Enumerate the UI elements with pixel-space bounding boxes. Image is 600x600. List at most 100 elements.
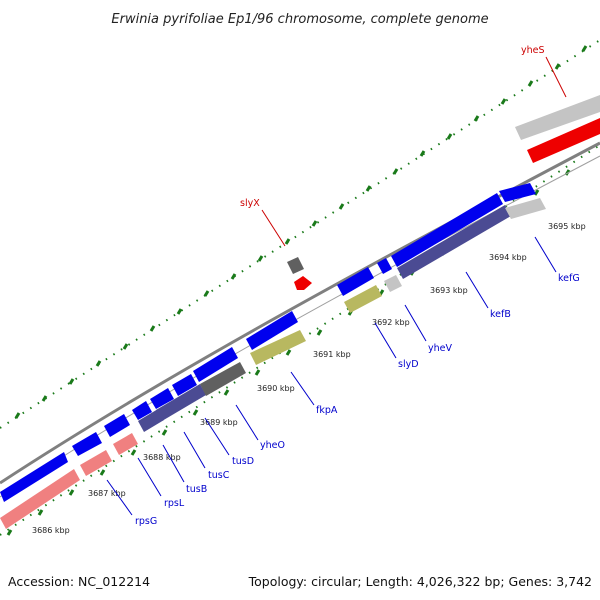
- kefB-leader-line: [465, 271, 489, 309]
- outer-major-tick: [338, 203, 345, 210]
- yheS-leader-line: [545, 56, 567, 98]
- kbp-labels: 3686 kbp 3687 kbp 3688 kbp 3689 kbp 3690…: [32, 222, 586, 535]
- outer-major-tick: [500, 98, 507, 105]
- cds-block-gray: [505, 198, 546, 219]
- reverse-cds-block: [0, 469, 80, 529]
- outer-major-tick: [95, 360, 102, 367]
- accession-text: Accession: NC_012214: [8, 574, 150, 589]
- gene-label-tusD: tusD: [232, 456, 254, 467]
- kbp-label: 3693 kbp: [430, 286, 468, 295]
- gene-label-fkpA: fkpA: [316, 405, 338, 416]
- tusC-leader-line: [183, 431, 206, 469]
- gene-label-yheS: yheS: [521, 45, 545, 56]
- gene-label-tusC: tusC: [208, 470, 230, 481]
- outer-major-tick: [149, 325, 156, 332]
- kbp-label: 3690 kbp: [257, 384, 295, 393]
- outer-major-tick: [581, 45, 588, 52]
- outer-major-tick: [41, 395, 48, 402]
- cds-arrow: [391, 193, 503, 267]
- gene-label-rpsG: rpsG: [135, 516, 157, 527]
- cds-arrow: [246, 311, 298, 350]
- cds-arrow: [104, 414, 130, 437]
- tusD-leader-line: [204, 417, 230, 456]
- kbp-label: 3691 kbp: [313, 350, 351, 359]
- reverse-cds-block: [80, 450, 112, 476]
- outer-major-tick: [176, 308, 183, 315]
- outer-major-tick: [554, 63, 561, 70]
- gene-label-slyD: slyD: [398, 359, 419, 370]
- cds-block-gray: [384, 275, 402, 292]
- yheO-leader-line: [235, 404, 259, 441]
- inner-major-tick: [6, 529, 13, 536]
- inner-major-tick: [37, 509, 44, 516]
- cds-block: [397, 205, 511, 279]
- cds-arrow: [172, 374, 197, 396]
- reverse-cds-track: [0, 433, 138, 529]
- cds-arrow: [0, 452, 68, 502]
- kbp-label: 3692 kbp: [372, 318, 410, 327]
- map-title: Erwinia pyrifoliae Ep1/96 chromosome, co…: [111, 12, 488, 27]
- inner-major-tick: [316, 329, 323, 336]
- cds-arrow: [193, 347, 238, 382]
- outer-major-tick: [527, 80, 534, 87]
- inner-major-tick: [533, 189, 540, 196]
- kbp-label: 3687 kbp: [88, 489, 126, 498]
- outer-major-tick: [230, 273, 237, 280]
- inner-major-tick: [223, 389, 230, 396]
- cds-block: [138, 409, 164, 432]
- inner-major-tick: [68, 489, 75, 496]
- outer-major-tick: [122, 343, 129, 350]
- yheS-gene-block: [515, 95, 600, 140]
- outer-major-tick: [203, 290, 210, 297]
- outer-major-tick: [419, 150, 426, 157]
- cds-arrow: [337, 267, 374, 296]
- rpsG-leader-line: [106, 479, 133, 516]
- genome-summary-text: Topology: circular; Length: 4,026,322 bp…: [248, 574, 592, 589]
- slyX-gene-arrow: [294, 276, 312, 290]
- outer-major-tick: [365, 185, 372, 192]
- outer-major-tick: [446, 133, 453, 140]
- kbp-label: 3686 kbp: [32, 526, 70, 535]
- gene-label-yheO: yheO: [260, 440, 285, 451]
- cds-arrow: [132, 401, 152, 420]
- gene-leader-lines: [106, 236, 557, 516]
- forward-cds-track: [0, 183, 536, 502]
- kefG-leader-line: [534, 236, 557, 273]
- slyX-leader-line: [261, 209, 286, 247]
- cds-arrow: [72, 432, 102, 456]
- reverse-cds-block: [113, 433, 138, 455]
- outer-major-tick: [392, 168, 399, 175]
- yheS-gene-block: [527, 118, 600, 163]
- inner-major-tick: [161, 429, 168, 436]
- inner-major-tick: [192, 409, 199, 416]
- gene-label-yheV: yheV: [428, 343, 452, 354]
- outer-major-tick: [473, 115, 480, 122]
- outer-major-tick: [284, 238, 291, 245]
- outer-tick-track: [0, 39, 600, 429]
- gene-label-rpsL: rpsL: [164, 498, 185, 509]
- outer-major-tick: [68, 378, 75, 385]
- yheV-leader-line: [404, 304, 427, 342]
- inner-major-tick: [285, 349, 292, 356]
- hypothetical-block: [250, 330, 306, 365]
- inner-major-tick: [130, 449, 137, 456]
- gene-label-tusB: tusB: [186, 484, 207, 495]
- hypothetical-block: [344, 285, 382, 313]
- gene-label-kefG: kefG: [558, 273, 580, 284]
- kbp-label: 3694 kbp: [489, 253, 527, 262]
- cds-arrow: [377, 258, 392, 274]
- inner-major-tick: [99, 469, 106, 476]
- gene-labels: rpsG rpsL tusB tusC tusD yheO fkpA slyD …: [135, 45, 580, 527]
- tusB-leader-line: [162, 444, 185, 483]
- gene-label-slyX: slyX: [240, 198, 260, 209]
- cds-block-dark-gray: [200, 362, 246, 396]
- kbp-label: 3689 kbp: [200, 418, 238, 427]
- inner-major-tick: [254, 369, 261, 376]
- slyD-leader-line: [374, 322, 397, 359]
- cds-arrow: [499, 183, 536, 202]
- fkpA-leader-line: [290, 371, 315, 406]
- cds-arrow: [150, 388, 174, 409]
- outer-major-tick: [311, 220, 318, 227]
